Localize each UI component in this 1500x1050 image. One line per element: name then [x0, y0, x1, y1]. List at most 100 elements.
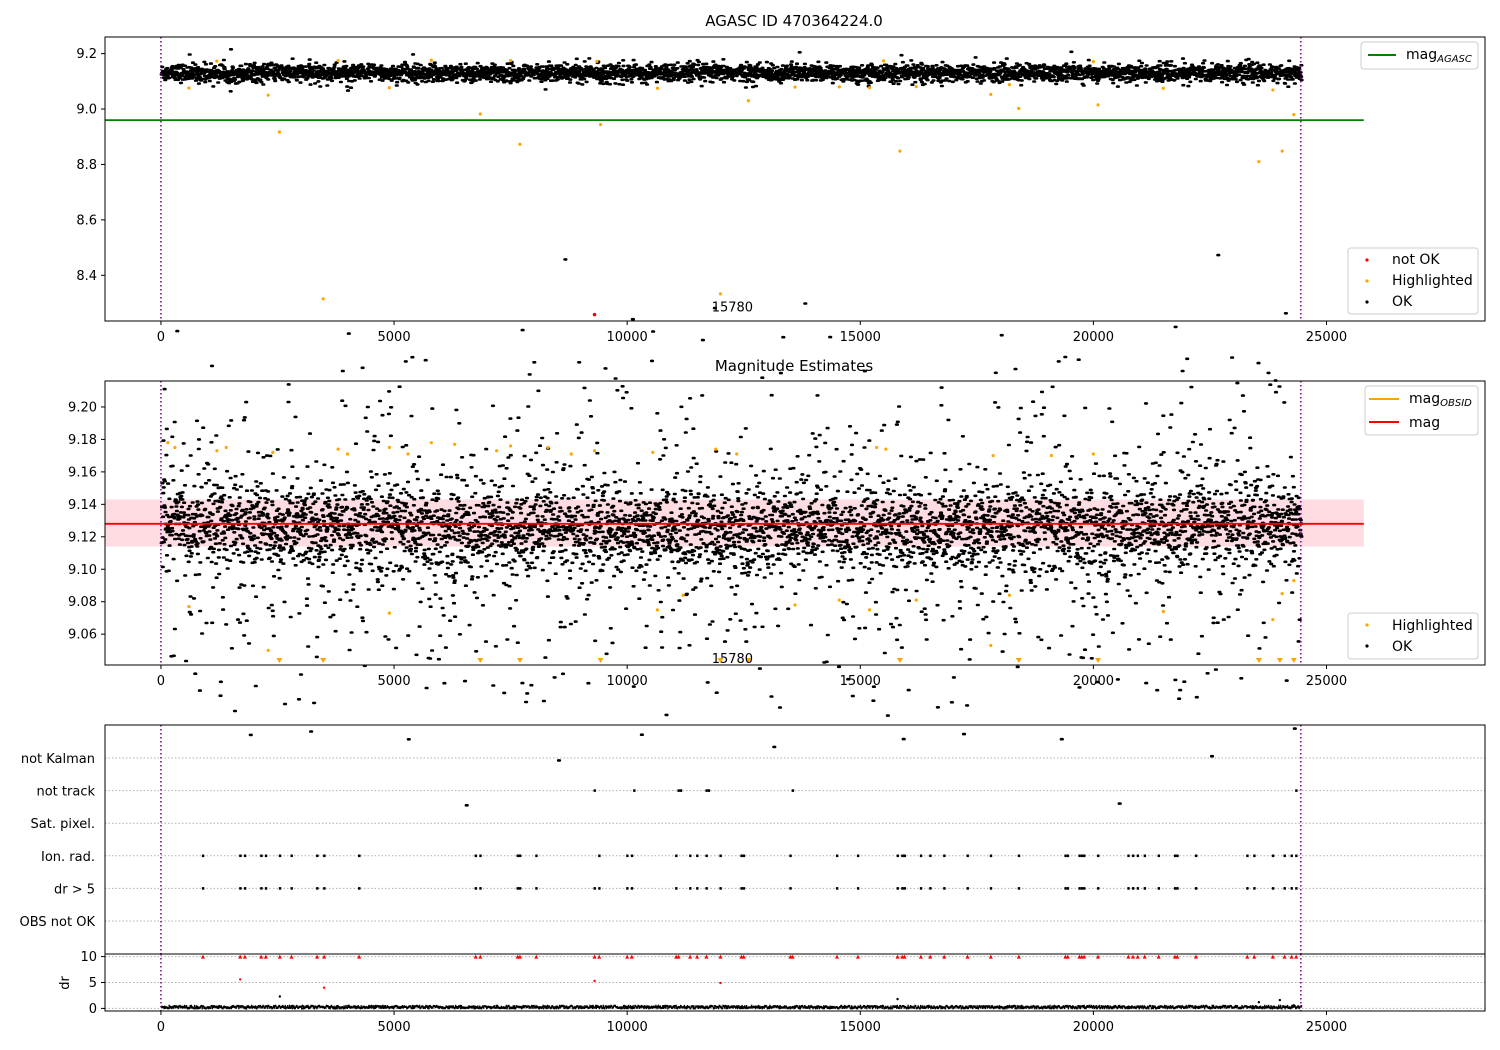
legend2-highlighted: Highlighted	[1392, 618, 1473, 634]
flag-point	[1271, 887, 1275, 890]
flag-point	[264, 887, 268, 890]
flag-point	[1132, 887, 1135, 890]
off-scale-marker	[1095, 658, 1102, 663]
flag-point	[789, 887, 792, 890]
x-tick-label: 25000	[1306, 1020, 1347, 1035]
y-tick-label: 8.4	[76, 269, 97, 284]
highlighted-point	[1007, 593, 1012, 597]
flag-point	[1290, 887, 1293, 890]
highlighted-point	[867, 608, 872, 612]
dr-point	[1278, 998, 1282, 1002]
flag-point	[929, 887, 932, 890]
highlighted-point	[1096, 103, 1100, 107]
highlighted-point	[173, 445, 177, 450]
flag-point	[260, 854, 263, 858]
dr-clipped-marker	[741, 954, 746, 959]
flag-point	[1064, 854, 1067, 858]
dr-panel: 0 5000 10000 15000 20000 25000 0 5 10 dr	[58, 950, 1486, 1035]
off-scale-marker	[1255, 658, 1262, 663]
dr-clipped-marker	[790, 954, 795, 959]
highlighted-point	[187, 86, 191, 90]
flag-point	[516, 854, 520, 858]
highlighted-point	[681, 593, 685, 597]
dr-clipped-marker	[1175, 954, 1180, 959]
dr-clipped-marker	[1193, 954, 1198, 959]
off-scale-marker	[745, 658, 752, 663]
highlighted-point	[518, 142, 522, 146]
legend-mag: mag	[1409, 415, 1440, 431]
flag-row-label: OBS not OK	[20, 915, 96, 930]
dr-clipped-marker	[200, 954, 205, 959]
flag-point	[201, 854, 205, 858]
off-scale-marker	[717, 658, 724, 663]
flag-point	[1290, 854, 1293, 858]
highlighted-point	[914, 84, 918, 89]
x-tick-label: 5000	[378, 674, 411, 689]
flag-point	[1253, 887, 1256, 890]
flag-point	[705, 854, 708, 858]
dr-clipped-marker	[1082, 954, 1087, 959]
off-scale-marker	[516, 658, 523, 663]
x-tick-label: 0	[157, 1020, 165, 1035]
highlighted-point	[321, 297, 325, 301]
flag-point	[1173, 854, 1177, 858]
x-tick-label: 20000	[1073, 1020, 1114, 1035]
dr-point	[1257, 1000, 1261, 1004]
dr-clipped-marker	[238, 954, 243, 959]
highlighted-point	[453, 442, 457, 446]
dr-clipped-marker	[1131, 954, 1136, 959]
y-tick-label: 9.0	[76, 103, 97, 118]
flag-point	[689, 887, 692, 890]
flag-point	[705, 789, 708, 792]
flag-point	[316, 854, 319, 858]
highlighted-point	[651, 450, 655, 455]
dr-clipped-marker	[534, 954, 539, 959]
highlighted-point	[406, 452, 410, 456]
flag-point	[1176, 854, 1179, 858]
flag-point	[518, 887, 522, 890]
dr-high-point	[593, 979, 596, 983]
highlighted-point	[718, 292, 723, 296]
flag-point	[1283, 854, 1286, 858]
flag-point	[966, 854, 969, 858]
highlighted-point	[215, 449, 219, 453]
y-tick-label: 9.10	[68, 563, 97, 578]
dr-clipped-marker	[277, 954, 282, 959]
x-tick-label: 10000	[606, 674, 647, 689]
highlighted-point	[837, 598, 841, 602]
legend-mag-agasc-subscript: AGASC	[1436, 54, 1472, 65]
flag-point	[966, 887, 969, 890]
y-tick-label: 8.6	[76, 213, 97, 228]
dr-clipped-marker	[357, 954, 362, 959]
x-tick-label: 5000	[378, 330, 411, 345]
flag-point	[1078, 887, 1081, 890]
highlighted-point	[1271, 617, 1275, 622]
flag-point	[278, 854, 282, 858]
x-tick-label: 10000	[606, 330, 647, 345]
flag-point	[1253, 854, 1256, 858]
legend-mag-agasc-label: mag	[1406, 47, 1437, 63]
highlighted-point	[277, 130, 281, 134]
flag-point	[677, 789, 680, 792]
flag-point	[1097, 854, 1100, 858]
y-tick-label: 8.8	[76, 158, 97, 173]
dr-clipped-marker	[1096, 954, 1101, 959]
highlighted-point	[1280, 591, 1284, 596]
flag-point	[675, 887, 678, 890]
flag-point	[1097, 887, 1100, 890]
dr-clipped-marker	[895, 954, 900, 959]
flag-point	[239, 854, 242, 858]
flag-point	[856, 887, 860, 890]
y-tick-label: 9.18	[68, 433, 97, 448]
flag-point	[243, 887, 247, 890]
flag-point	[1017, 854, 1021, 858]
dr-clipped-marker	[704, 954, 709, 959]
dr-clipped-marker	[988, 954, 993, 959]
flag-point	[989, 854, 993, 858]
flag-point	[740, 854, 743, 858]
flag-point	[919, 854, 923, 858]
legend-ok: OK	[1392, 294, 1413, 310]
y-tick-label: 0	[89, 1002, 97, 1017]
highlighted-point	[1280, 149, 1284, 153]
svg-text:magOBSID: magOBSID	[1409, 391, 1472, 409]
